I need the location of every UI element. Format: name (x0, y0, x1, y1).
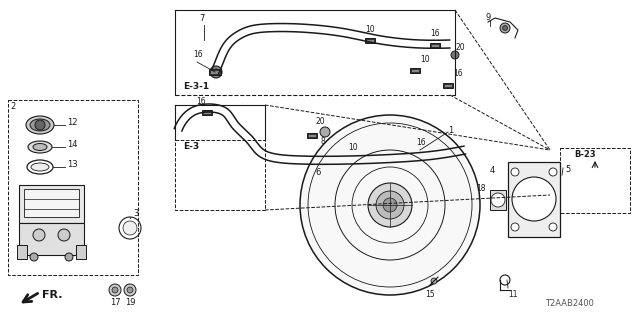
Circle shape (549, 223, 557, 231)
Bar (354, 157, 362, 160)
Circle shape (549, 168, 557, 176)
Circle shape (35, 120, 45, 130)
Text: B-23: B-23 (574, 150, 596, 159)
Circle shape (500, 23, 510, 33)
Bar (366, 39, 374, 42)
Circle shape (512, 177, 556, 221)
Bar (353, 156, 363, 161)
Text: 11: 11 (508, 290, 518, 299)
Circle shape (213, 69, 219, 75)
Circle shape (451, 51, 459, 59)
Text: 16: 16 (453, 69, 463, 78)
Circle shape (511, 168, 519, 176)
Circle shape (127, 287, 133, 293)
Text: 2: 2 (10, 102, 15, 111)
Circle shape (112, 287, 118, 293)
Bar (444, 84, 452, 87)
Bar (202, 110, 212, 115)
Text: 3: 3 (133, 209, 138, 218)
Bar (175, 140, 265, 210)
Ellipse shape (31, 163, 49, 171)
Bar (209, 69, 221, 75)
Circle shape (124, 284, 136, 296)
Circle shape (210, 66, 222, 78)
Text: T2AAB2400: T2AAB2400 (545, 299, 594, 308)
Ellipse shape (30, 119, 50, 131)
Text: 7: 7 (199, 14, 204, 23)
Bar (19, 185, 84, 223)
Bar (430, 43, 440, 48)
Circle shape (502, 26, 508, 30)
Circle shape (383, 198, 397, 212)
Bar (443, 83, 453, 88)
Circle shape (65, 253, 73, 261)
Text: 6: 6 (315, 168, 321, 177)
Text: 12: 12 (67, 117, 77, 126)
Text: 18: 18 (476, 184, 486, 193)
Bar (411, 152, 419, 155)
Circle shape (30, 253, 38, 261)
Circle shape (109, 284, 121, 296)
Text: 1: 1 (448, 126, 453, 135)
Ellipse shape (123, 221, 137, 235)
Ellipse shape (28, 141, 52, 153)
Circle shape (33, 229, 45, 241)
Circle shape (511, 223, 519, 231)
Bar (410, 151, 420, 156)
Bar (19, 223, 84, 255)
Bar (210, 70, 220, 74)
Text: 19: 19 (125, 298, 135, 307)
Bar (76, 245, 86, 259)
Bar (308, 134, 316, 137)
Text: 8: 8 (320, 137, 324, 146)
Circle shape (58, 229, 70, 241)
Text: 5: 5 (565, 165, 570, 174)
Bar (8, 100, 138, 275)
Bar (17, 245, 27, 259)
Text: 9: 9 (485, 13, 490, 22)
Circle shape (300, 115, 480, 295)
Bar (411, 69, 419, 72)
Text: E-3-1: E-3-1 (183, 82, 209, 91)
Bar (365, 38, 375, 43)
Text: 15: 15 (425, 290, 435, 299)
Text: 17: 17 (109, 298, 120, 307)
Circle shape (368, 183, 412, 227)
Bar (490, 190, 506, 210)
Text: 14: 14 (67, 140, 77, 148)
Bar (560, 148, 630, 213)
Bar (203, 111, 211, 114)
Bar (307, 133, 317, 138)
Text: 20: 20 (455, 43, 465, 52)
Ellipse shape (33, 143, 47, 150)
Text: 13: 13 (67, 159, 77, 169)
Text: 16: 16 (196, 97, 205, 106)
Circle shape (376, 191, 404, 219)
Bar (410, 68, 420, 73)
Text: 4: 4 (490, 166, 495, 175)
Text: 10: 10 (365, 25, 375, 34)
Text: 16: 16 (193, 50, 203, 59)
Circle shape (491, 193, 505, 207)
Bar (431, 44, 439, 47)
Text: FR.: FR. (42, 290, 63, 300)
Text: 20: 20 (315, 117, 324, 126)
Text: 16: 16 (416, 138, 426, 147)
Ellipse shape (26, 116, 54, 134)
Text: 10: 10 (348, 143, 358, 152)
Bar (24, 189, 79, 217)
Circle shape (320, 127, 330, 137)
Text: E-3: E-3 (183, 142, 199, 151)
Text: 16: 16 (430, 29, 440, 38)
Text: 10: 10 (420, 55, 429, 64)
Bar (508, 162, 560, 237)
Circle shape (431, 278, 437, 284)
